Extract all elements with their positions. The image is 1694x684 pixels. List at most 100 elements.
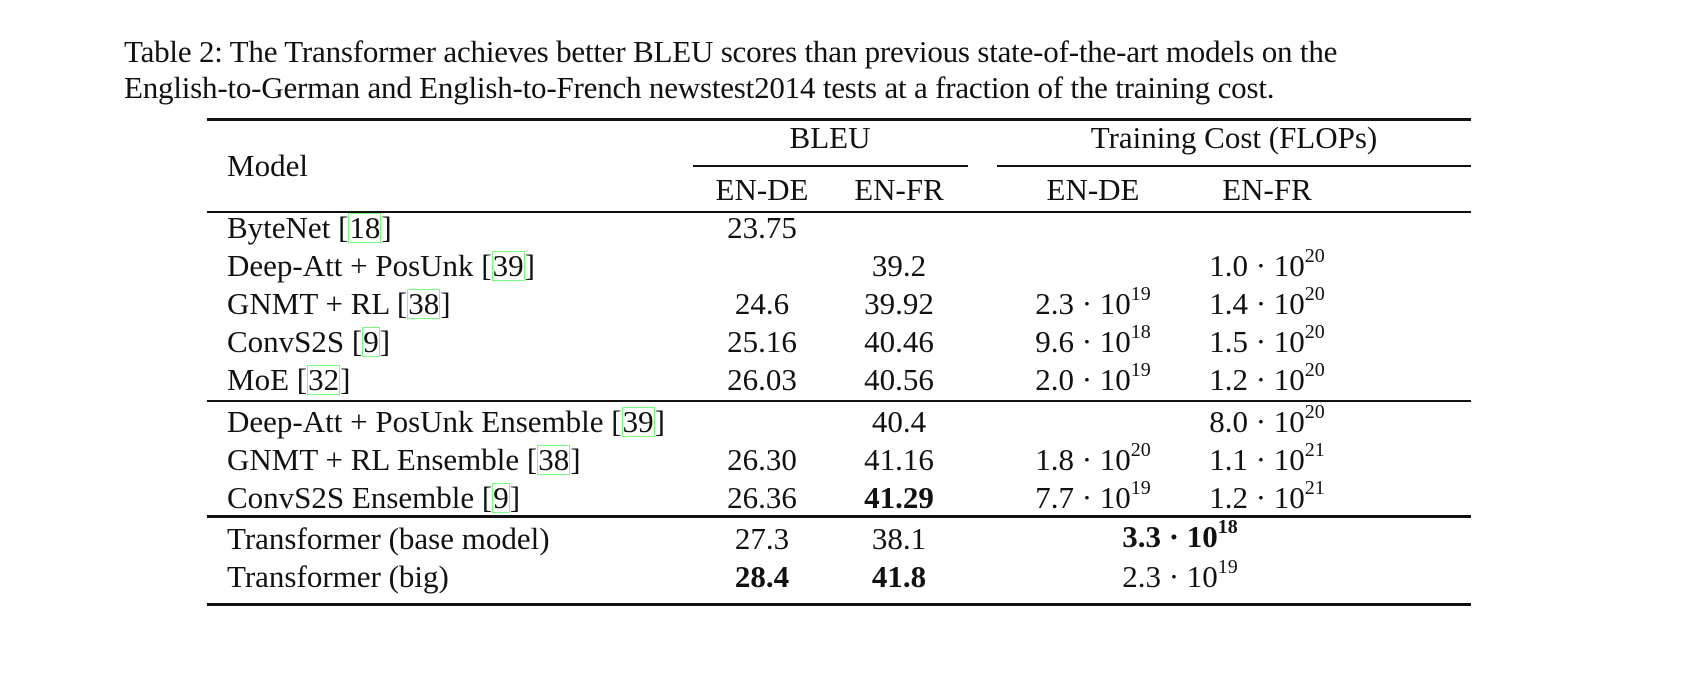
citation-link[interactable]: 9 bbox=[362, 324, 380, 359]
row-bleu-en-fr: 39.92 bbox=[864, 286, 934, 321]
cost-mantissa: 1.8 · 10 bbox=[1035, 442, 1131, 477]
cost-exponent: 19 bbox=[1130, 477, 1151, 499]
transformer-big-cost-exponent: 19 bbox=[1217, 556, 1238, 578]
results-table: Model BLEU Training Cost (FLOPs) EN-DE E… bbox=[207, 118, 1471, 658]
citation-bracket-close: ] bbox=[524, 248, 535, 283]
transformer-base-bleu-en-fr: 38.1 bbox=[871, 521, 927, 556]
citation-bracket-close: ] bbox=[440, 286, 451, 321]
transformer-rule bbox=[207, 515, 1471, 518]
citation-bracket-close: ] bbox=[381, 210, 392, 245]
cost-exponent: 20 bbox=[1304, 321, 1325, 343]
row-cost-en-de: 9.6 · 1018 bbox=[1035, 321, 1151, 360]
cost-exponent: 20 bbox=[1304, 401, 1325, 423]
citation-bracket-open: [ bbox=[396, 286, 408, 321]
citation-link[interactable]: 38 bbox=[407, 286, 441, 321]
header-model: Model bbox=[227, 148, 308, 183]
model-label: Deep-Att + PosUnk bbox=[227, 248, 482, 283]
cost-mantissa: 7.7 · 10 bbox=[1035, 480, 1131, 515]
cost-mantissa: 1.5 · 10 bbox=[1209, 324, 1305, 359]
transformer-base-cost-exponent: 18 bbox=[1217, 516, 1238, 538]
citation-link[interactable]: 39 bbox=[491, 248, 525, 283]
row-model-name: ConvS2S Ensemble [9] bbox=[227, 480, 520, 516]
row-model-name: Deep-Att + PosUnk Ensemble [39] bbox=[227, 404, 665, 440]
row-cost-en-fr: 1.1 · 1021 bbox=[1209, 439, 1325, 478]
citation-bracket-open: [ bbox=[611, 404, 622, 439]
row-bleu-en-fr: 40.56 bbox=[864, 362, 934, 397]
citation-bracket-open: [ bbox=[338, 210, 349, 245]
top-rule bbox=[207, 118, 1471, 121]
cost-exponent: 21 bbox=[1304, 439, 1325, 461]
row-cost-en-fr: 1.4 · 1020 bbox=[1209, 283, 1325, 322]
model-label: ConvS2S Ensemble bbox=[227, 480, 482, 515]
transformer-base-cost-mantissa: 3.3 · 10 bbox=[1122, 519, 1218, 554]
citation-bracket-open: [ bbox=[526, 442, 538, 477]
header-bleu-en-fr: EN-FR bbox=[854, 172, 944, 207]
transformer-big-cost: 2.3 · 1019 bbox=[1122, 556, 1238, 595]
row-bleu-en-fr: 40.46 bbox=[864, 324, 934, 359]
row-model-name: ConvS2S [9] bbox=[227, 324, 390, 360]
row-bleu-en-de: 26.30 bbox=[727, 442, 797, 477]
row-cost-en-fr: 1.5 · 1020 bbox=[1209, 321, 1325, 360]
row-cost-en-fr: 1.2 · 1021 bbox=[1209, 477, 1325, 516]
header-cost-en-fr: EN-FR bbox=[1222, 172, 1312, 207]
transformer-big-bleu-en-fr: 41.8 bbox=[871, 559, 927, 594]
header-bleu-en-de: EN-DE bbox=[715, 172, 809, 207]
model-label: GNMT + RL Ensemble bbox=[227, 442, 527, 477]
cost-exponent: 20 bbox=[1130, 439, 1151, 461]
citation-bracket-open: [ bbox=[481, 248, 492, 283]
caption-line-1: Table 2: The Transformer achieves better… bbox=[124, 34, 1338, 69]
citation-link[interactable]: 32 bbox=[307, 362, 341, 397]
row-cost-en-de: 2.0 · 1019 bbox=[1035, 359, 1151, 398]
row-bleu-en-fr: 41.16 bbox=[864, 442, 934, 477]
header-rule bbox=[207, 211, 1471, 213]
citation-link[interactable]: 18 bbox=[348, 210, 382, 245]
row-model-name: GNMT + RL [38] bbox=[227, 286, 451, 322]
row-bleu-en-fr: 40.4 bbox=[871, 404, 927, 439]
row-model-name: ByteNet [18] bbox=[227, 210, 392, 246]
cost-exponent: 21 bbox=[1304, 477, 1325, 499]
bleu-underline bbox=[693, 165, 968, 167]
row-cost-en-fr: 1.2 · 1020 bbox=[1209, 360, 1325, 398]
row-bleu-en-de: 25.16 bbox=[727, 324, 797, 359]
cost-mantissa: 2.3 · 10 bbox=[1035, 286, 1131, 321]
row-cost-en-de: 2.3 · 1019 bbox=[1035, 284, 1151, 322]
citation-bracket-close: ] bbox=[570, 442, 581, 477]
citation-bracket-close: ] bbox=[340, 362, 351, 397]
row-model-name: MoE [32] bbox=[227, 362, 350, 398]
cost-mantissa: 1.2 · 10 bbox=[1209, 480, 1305, 515]
model-label: ConvS2S bbox=[227, 324, 352, 359]
cost-mantissa: 1.4 · 10 bbox=[1209, 286, 1305, 321]
model-label: MoE bbox=[227, 362, 297, 397]
row-model-name: Deep-Att + PosUnk [39] bbox=[227, 248, 535, 284]
row-bleu-en-de: 24.6 bbox=[734, 286, 790, 321]
row-cost-en-fr: 8.0 · 1020 bbox=[1209, 401, 1325, 440]
row-bleu-en-fr: 39.2 bbox=[871, 248, 927, 283]
citation-link[interactable]: 38 bbox=[537, 442, 571, 477]
cost-exponent: 19 bbox=[1130, 359, 1151, 381]
citation-bracket-close: ] bbox=[509, 480, 521, 515]
cost-underline bbox=[997, 165, 1471, 167]
header-training-cost: Training Cost (FLOPs) bbox=[1090, 120, 1378, 155]
model-label: ByteNet bbox=[227, 210, 339, 245]
transformer-big-bleu-en-de: 28.4 bbox=[734, 559, 790, 594]
bottom-rule bbox=[207, 603, 1471, 606]
model-label: GNMT + RL bbox=[227, 286, 397, 321]
cost-mantissa: 1.1 · 10 bbox=[1209, 442, 1305, 477]
citation-bracket-close: ] bbox=[654, 404, 665, 439]
citation-link[interactable]: 9 bbox=[492, 480, 510, 515]
row-bleu-en-de: 26.36 bbox=[727, 480, 797, 515]
cost-exponent: 18 bbox=[1130, 321, 1151, 343]
transformer-base-bleu-en-de: 27.3 bbox=[734, 521, 790, 556]
cost-exponent: 20 bbox=[1304, 245, 1325, 267]
transformer-base-name: Transformer (base model) bbox=[227, 521, 550, 556]
transformer-big-name: Transformer (big) bbox=[227, 559, 449, 594]
header-cost-en-de: EN-DE bbox=[1046, 172, 1140, 207]
citation-link[interactable]: 39 bbox=[621, 404, 655, 439]
row-model-name: GNMT + RL Ensemble [38] bbox=[227, 442, 581, 478]
citation-bracket-open: [ bbox=[296, 362, 308, 397]
cost-exponent: 20 bbox=[1304, 283, 1325, 305]
row-cost-en-de: 1.8 · 1020 bbox=[1035, 439, 1151, 478]
cost-mantissa: 2.0 · 10 bbox=[1035, 362, 1131, 397]
caption-line-2: English-to-German and English-to-French … bbox=[124, 70, 1275, 105]
transformer-base-cost: 3.3 · 1018 bbox=[1122, 516, 1238, 555]
